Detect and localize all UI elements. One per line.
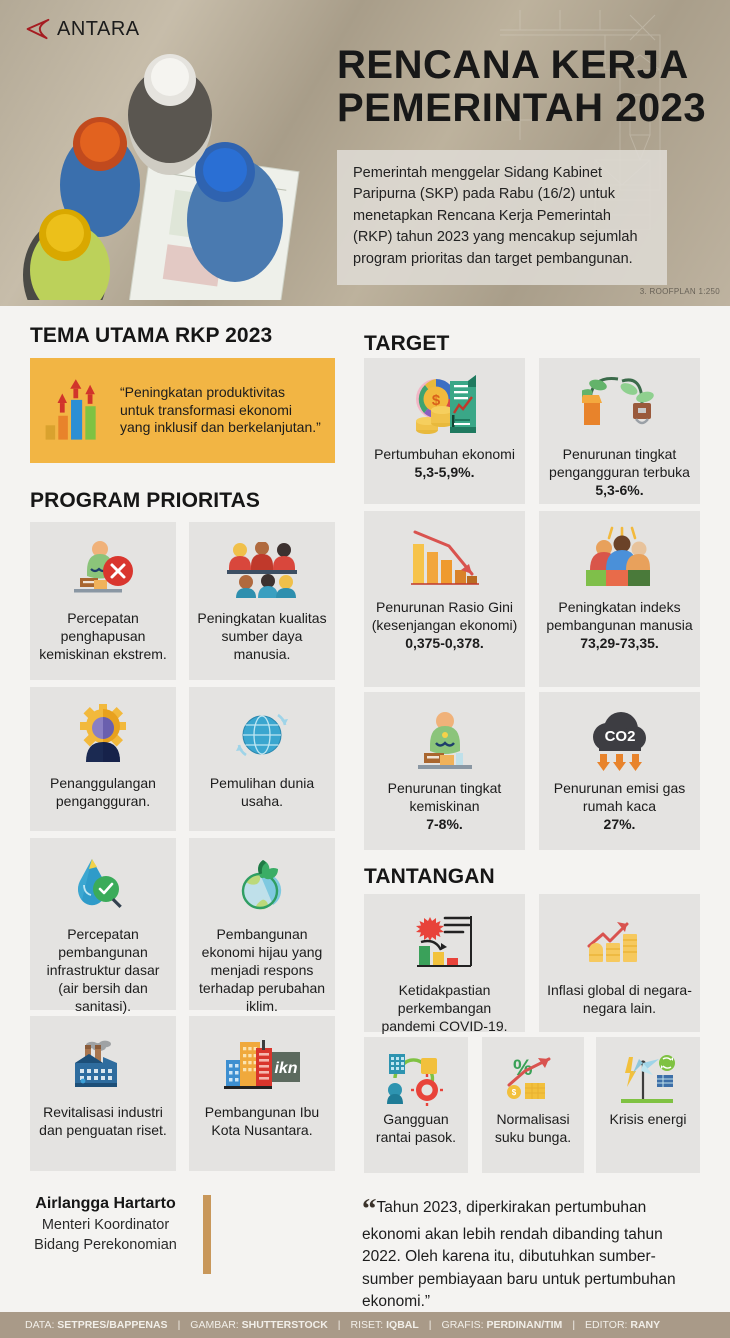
svg-text:$: $ [512,1088,517,1097]
svg-text:ikn: ikn [274,1060,297,1077]
svg-text:CO2: CO2 [604,728,635,745]
